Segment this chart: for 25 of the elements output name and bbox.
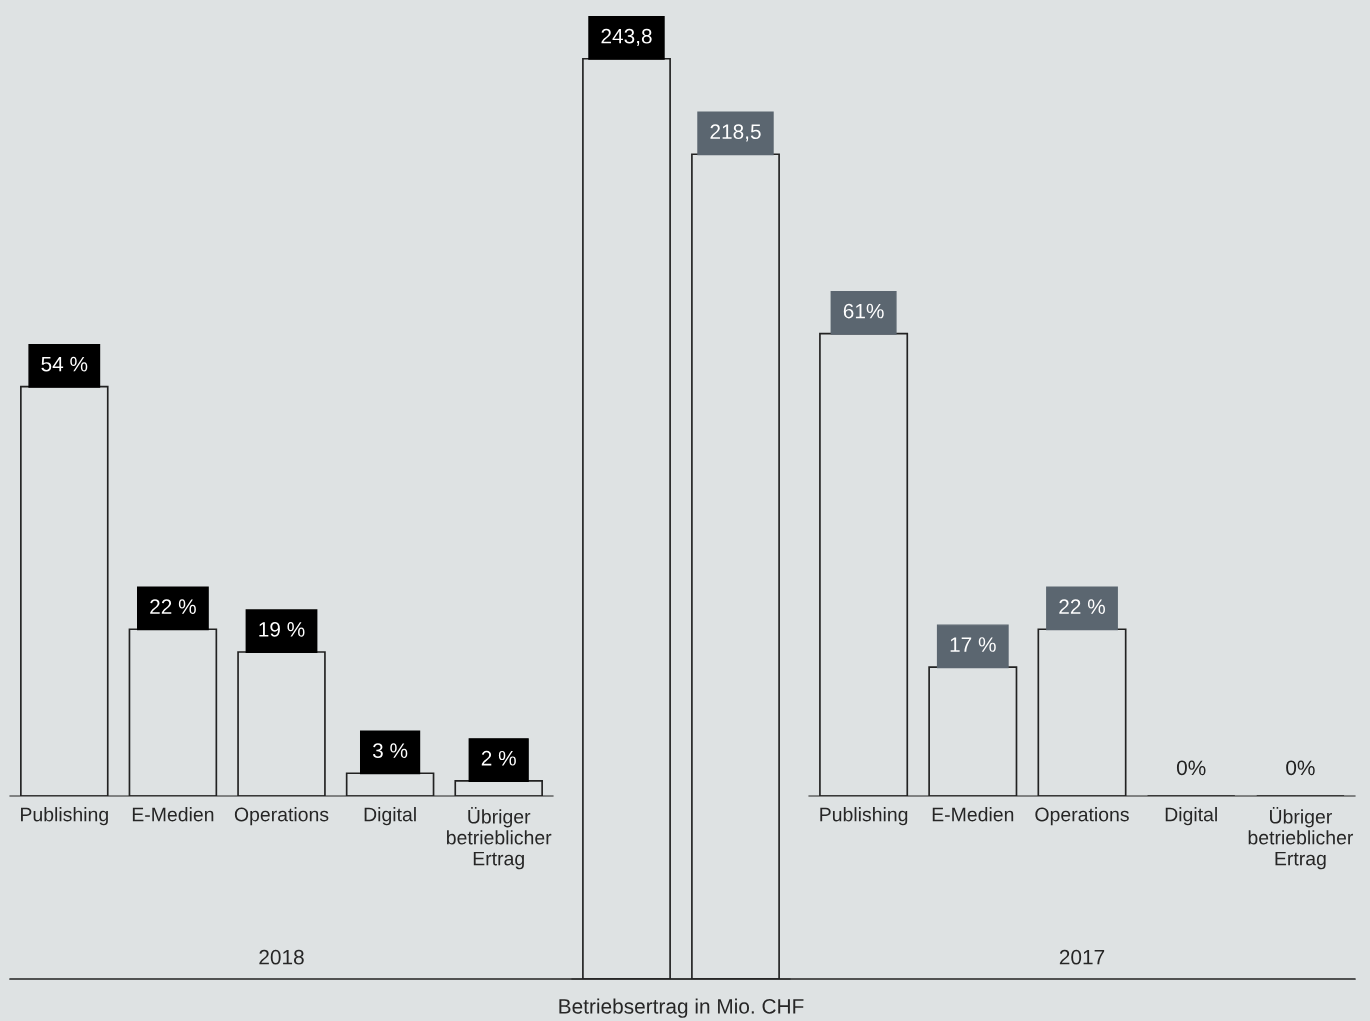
- x-tick-label: Digital: [1165, 807, 1217, 826]
- data-label: 243,8: [601, 28, 652, 46]
- x-tick-label: Digital: [364, 807, 416, 826]
- x-tick-label: Übriger betrieblicher Ertrag: [447, 807, 552, 870]
- data-label: 17 %: [950, 637, 996, 652]
- data-label: 22 %: [1059, 599, 1105, 614]
- data-label: 3 %: [372, 743, 408, 759]
- x-tick-label: Publishing: [820, 807, 908, 826]
- data-label: 54 %: [41, 356, 88, 372]
- data-label: 0%: [1176, 760, 1206, 776]
- data-label: 61%: [843, 303, 884, 319]
- x-tick-label: Publishing: [21, 807, 108, 826]
- x-axis-title: Betriebsertrag in Mio. CHF: [559, 998, 804, 1018]
- data-label: 22 %: [150, 599, 196, 614]
- data-label: 19 %: [259, 622, 305, 637]
- data-label: 0%: [1286, 760, 1315, 776]
- data-label: 218,5: [710, 124, 761, 142]
- x-axis-title: 2018: [259, 949, 304, 965]
- x-tick-label: E-Medien: [932, 807, 1014, 822]
- data-label: 2 %: [481, 750, 516, 766]
- x-axis-title: 2017: [1059, 949, 1105, 965]
- x-tick-label: Übriger betrieblicher Ertrag: [1248, 807, 1354, 870]
- x-tick-label: Operations: [234, 807, 329, 826]
- x-tick-label: E-Medien: [132, 807, 214, 822]
- x-tick-label: Operations: [1035, 807, 1129, 826]
